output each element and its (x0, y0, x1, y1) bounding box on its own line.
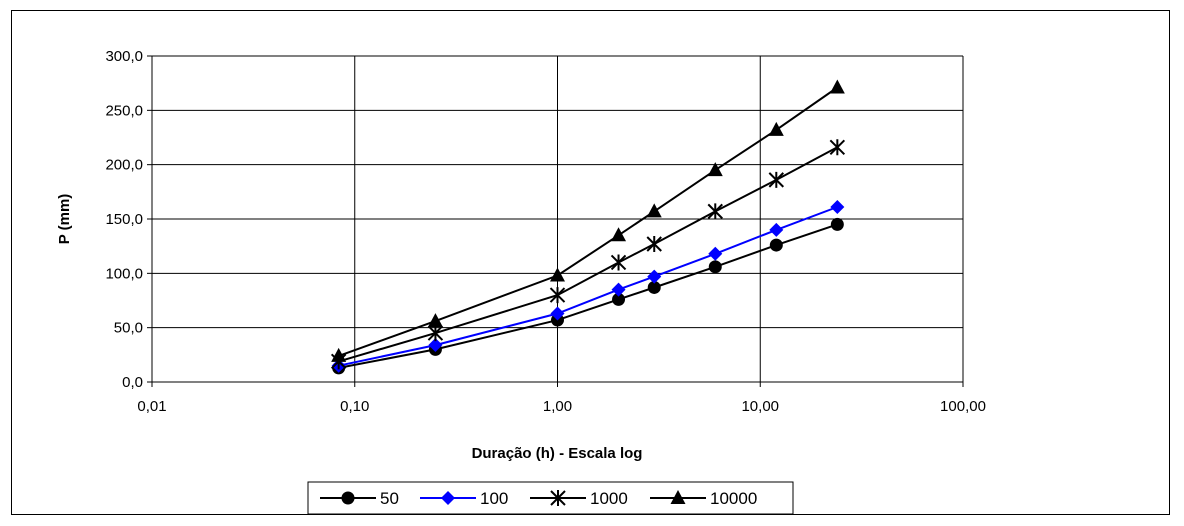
series-100 (331, 200, 845, 373)
legend-label: 1000 (590, 489, 628, 508)
x-axis-title: Duração (h) - Escala log (472, 445, 643, 462)
data-point-10000 (331, 347, 347, 362)
legend-item-1000: 1000 (530, 489, 628, 508)
data-point-10000 (611, 227, 627, 242)
legend-item-50: 50 (320, 489, 399, 508)
data-point-1000 (427, 325, 444, 342)
data-point-10000 (707, 162, 723, 177)
data-point-50 (830, 217, 844, 231)
legend-marker-10000 (670, 490, 686, 504)
data-point-10000 (427, 313, 443, 328)
x-tick-label: 100,00 (940, 398, 986, 415)
legend-label: 10000 (710, 489, 757, 508)
x-tick-label: 10,00 (741, 398, 779, 415)
legend-marker-50 (341, 491, 355, 505)
y-tick-label: 50,0 (114, 320, 143, 337)
y-tick-label: 300,0 (105, 48, 143, 65)
data-point-10000 (768, 121, 784, 136)
data-point-1000 (707, 203, 723, 220)
gridlines (152, 55, 964, 382)
axes (147, 55, 964, 387)
data-point-100 (428, 338, 443, 353)
legend-item-100: 100 (420, 489, 508, 508)
data-point-1000 (610, 254, 627, 271)
x-tick-label: 0,01 (137, 398, 166, 415)
series-group (330, 79, 846, 375)
tick-labels: 0,0 50,0 100,0 150,0 200,0 250,0 300,0 0,01 0,10… (105, 48, 985, 415)
series-line-100 (338, 206, 838, 367)
x-tick-label: 0,10 (340, 398, 369, 415)
legend-label: 50 (380, 489, 399, 508)
y-tick-label: 250,0 (105, 102, 143, 119)
data-point-1000 (549, 287, 566, 304)
data-point-100 (708, 246, 723, 261)
data-point-1000 (646, 235, 662, 252)
data-point-100 (611, 282, 626, 297)
series-line-10000 (338, 86, 838, 357)
y-axis-title: P (mm) (56, 194, 73, 245)
data-point-10000 (829, 79, 845, 94)
chart-frame (11, 10, 1170, 515)
data-point-50 (769, 238, 783, 252)
data-point-50 (647, 280, 661, 294)
y-tick-label: 150,0 (105, 211, 143, 228)
x-tick-label: 1,00 (543, 398, 572, 415)
y-tick-label: 0,0 (122, 374, 143, 391)
data-point-100 (830, 200, 845, 215)
data-point-100 (647, 269, 662, 284)
data-point-100 (769, 222, 784, 237)
data-point-100 (550, 306, 565, 321)
legend-marker-100 (441, 491, 455, 505)
data-point-50 (708, 260, 722, 274)
y-tick-label: 100,0 (105, 265, 143, 282)
series-line-1000 (338, 146, 838, 363)
data-point-1000 (829, 139, 846, 156)
series-10000 (331, 79, 845, 362)
series-line-50 (338, 223, 838, 369)
data-point-50 (612, 292, 626, 306)
data-point-10000 (646, 203, 662, 218)
data-point-10000 (550, 267, 565, 282)
legend-marker-1000 (550, 490, 566, 506)
legend-label: 100 (480, 489, 508, 508)
y-tick-label: 200,0 (105, 157, 143, 174)
data-point-1000 (768, 171, 785, 188)
legend: 50 100 1000 10000 (307, 481, 794, 515)
legend-item-10000: 10000 (650, 489, 757, 508)
